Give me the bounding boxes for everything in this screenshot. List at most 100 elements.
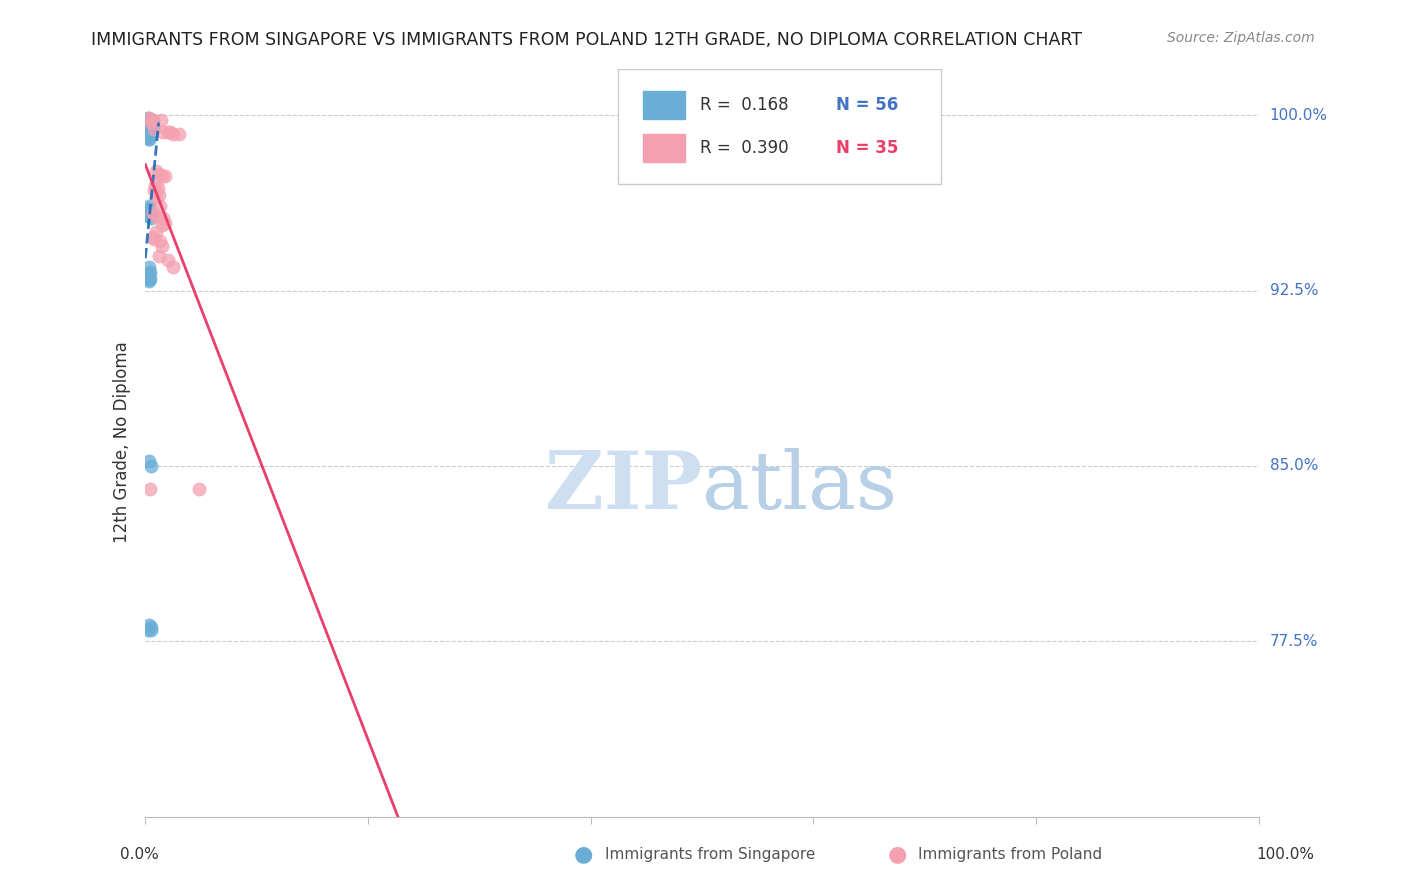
Point — [142, 229, 165, 244]
Point — [145, 225, 167, 239]
Point — [138, 199, 160, 213]
Text: R =  0.168: R = 0.168 — [700, 96, 789, 114]
Point — [138, 274, 160, 288]
Bar — [643, 134, 685, 162]
Point — [145, 164, 167, 178]
Point — [139, 127, 162, 141]
Point — [139, 115, 162, 129]
Point — [143, 209, 166, 223]
Point — [141, 112, 163, 127]
Point — [143, 232, 166, 246]
Point — [143, 122, 166, 136]
Point — [143, 178, 166, 193]
Point — [138, 129, 160, 144]
Point — [138, 125, 160, 139]
Point — [138, 269, 160, 284]
Point — [156, 253, 179, 268]
Point — [136, 272, 159, 286]
Point — [139, 115, 162, 129]
Point — [136, 623, 159, 637]
Point — [138, 454, 160, 468]
Point — [136, 122, 159, 136]
Point — [139, 265, 162, 279]
Point — [136, 267, 159, 281]
Text: 85.0%: 85.0% — [1270, 458, 1317, 474]
Point — [136, 202, 159, 216]
Point — [156, 125, 179, 139]
Point — [139, 129, 162, 144]
Point — [138, 112, 160, 127]
Text: Source: ZipAtlas.com: Source: ZipAtlas.com — [1167, 31, 1315, 45]
Point — [139, 127, 162, 141]
Point — [150, 239, 173, 253]
Point — [146, 180, 169, 194]
Bar — [643, 91, 685, 120]
Point — [136, 206, 159, 220]
Y-axis label: 12th Grade, No Diploma: 12th Grade, No Diploma — [114, 342, 131, 543]
Point — [138, 125, 160, 139]
Point — [141, 118, 163, 132]
Point — [138, 131, 160, 145]
Point — [138, 127, 160, 141]
Point — [142, 112, 165, 127]
Point — [162, 127, 184, 141]
Point — [139, 120, 162, 134]
Text: atlas: atlas — [702, 449, 897, 526]
Text: 77.5%: 77.5% — [1270, 633, 1317, 648]
Point — [139, 125, 162, 139]
Point — [139, 122, 162, 136]
Point — [139, 623, 162, 637]
Point — [139, 211, 162, 226]
Text: 92.5%: 92.5% — [1270, 283, 1319, 298]
Point — [139, 458, 162, 473]
Point — [138, 204, 160, 219]
Text: ZIP: ZIP — [546, 449, 702, 526]
Point — [139, 206, 162, 220]
Point — [139, 122, 162, 136]
Point — [142, 206, 165, 220]
Point — [138, 111, 160, 125]
Point — [167, 127, 190, 141]
Text: N = 56: N = 56 — [835, 96, 898, 114]
Text: 100.0%: 100.0% — [1270, 108, 1327, 123]
Point — [150, 218, 173, 232]
Point — [162, 260, 184, 275]
Text: N = 35: N = 35 — [835, 139, 898, 157]
Point — [136, 209, 159, 223]
Point — [149, 112, 172, 127]
Text: IMMIGRANTS FROM SINGAPORE VS IMMIGRANTS FROM POLAND 12TH GRADE, NO DIPLOMA CORRE: IMMIGRANTS FROM SINGAPORE VS IMMIGRANTS … — [91, 31, 1083, 49]
Text: Immigrants from Poland: Immigrants from Poland — [918, 847, 1102, 862]
Text: ●: ● — [574, 845, 593, 864]
Point — [155, 169, 177, 183]
Point — [139, 118, 162, 132]
Point — [138, 209, 160, 223]
Point — [138, 272, 160, 286]
Text: 0.0%: 0.0% — [120, 847, 159, 862]
Point — [143, 183, 166, 197]
Point — [150, 169, 173, 183]
Point — [148, 187, 170, 202]
Text: ●: ● — [887, 845, 907, 864]
Point — [139, 127, 162, 141]
Point — [159, 125, 181, 139]
Point — [138, 115, 160, 129]
Point — [138, 129, 160, 144]
Point — [138, 202, 160, 216]
Point — [138, 267, 160, 281]
Text: R =  0.390: R = 0.390 — [700, 139, 789, 157]
Point — [148, 167, 170, 181]
Point — [139, 125, 162, 139]
Point — [139, 483, 162, 497]
Point — [139, 127, 162, 141]
Point — [138, 260, 160, 275]
Point — [148, 248, 170, 262]
Point — [139, 120, 162, 134]
FancyBboxPatch shape — [619, 69, 942, 185]
Point — [138, 202, 160, 216]
Text: 100.0%: 100.0% — [1257, 847, 1315, 862]
Point — [138, 131, 160, 145]
Point — [139, 620, 162, 634]
Point — [139, 125, 162, 139]
Point — [138, 118, 160, 132]
Point — [187, 483, 209, 497]
